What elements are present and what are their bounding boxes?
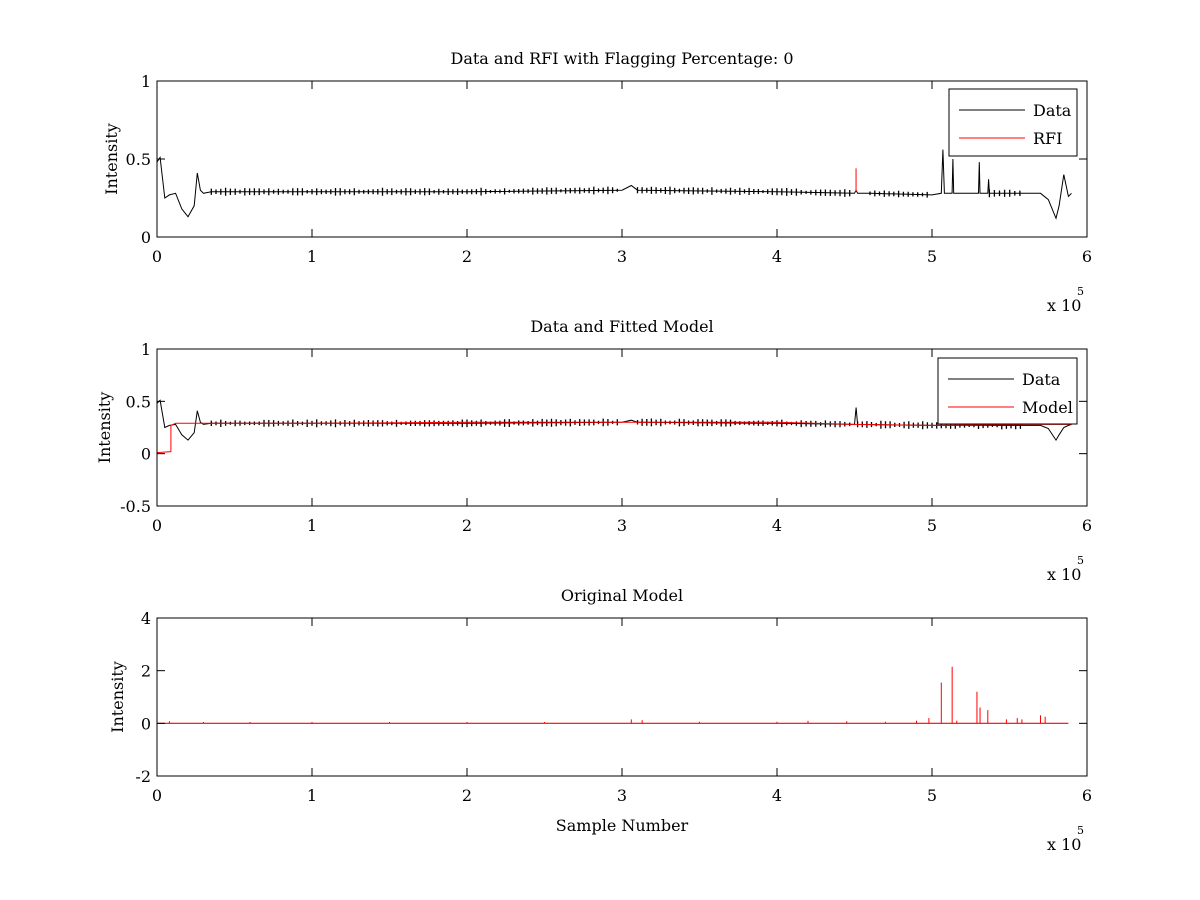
y-tick-label: 0.5 [126,150,151,169]
x-tick-label: 2 [462,247,472,266]
x-tick-label: 1 [307,247,317,266]
legend-label: Data [1033,101,1072,120]
series-model-line [157,421,1072,454]
x-tick-label: 0 [152,247,162,266]
legend-label: Model [1022,398,1073,417]
x-tick-label: 1 [307,516,317,535]
x-tick-label: 4 [772,516,782,535]
x-tick-label: 1 [307,786,317,805]
x-multiplier-exponent: 5 [1077,824,1084,837]
x-tick-label: 6 [1082,516,1092,535]
x-tick-label: 4 [772,786,782,805]
x-tick-label: 2 [462,516,472,535]
x-tick-label: 3 [617,247,627,266]
plot-area [157,399,1072,454]
y-axis-label: Intensity [102,123,121,195]
legend: Data Model [937,357,1078,425]
x-tick-label: 6 [1082,786,1092,805]
x-multiplier-exponent: 5 [1077,554,1084,567]
y-tick-label: 0 [141,445,151,464]
y-tick-label: 0.5 [126,392,151,411]
x-tick-label: 5 [927,247,937,266]
x-tick-label: 5 [927,786,937,805]
x-multiplier: x 10 [1047,296,1081,315]
x-tick-label: 5 [927,516,937,535]
legend: Data RFI [948,88,1078,157]
x-tick-label: 0 [152,786,162,805]
chart-title: Original Model [561,586,683,605]
x-tick-label: 0 [152,516,162,535]
x-axis-label: Sample Number [556,816,689,835]
y-tick-label: 1 [141,340,151,359]
x-tick-label: 2 [462,786,472,805]
chart-title: Data and RFI with Flagging Percentage: 0 [450,49,793,68]
chart-title: Data and Fitted Model [530,317,713,336]
y-tick-label: 0 [141,714,151,733]
legend-label: Data [1022,370,1061,389]
x-tick-label: 3 [617,516,627,535]
y-tick-label: -2 [135,767,151,786]
x-multiplier: x 10 [1047,835,1081,854]
y-tick-label: 2 [141,662,151,681]
y-tick-label: 1 [141,72,151,91]
legend-box [937,357,1078,425]
y-tick-label: 4 [141,609,151,628]
plot-area [157,149,1072,220]
x-multiplier-exponent: 5 [1077,285,1084,298]
series-data-texture [210,186,1021,198]
x-multiplier: x 10 [1047,565,1081,584]
plot-area [157,666,1069,724]
y-axis-label: Intensity [95,392,114,464]
y-tick-label: -0.5 [120,497,151,516]
legend-label: RFI [1033,129,1062,148]
y-axis-label: Intensity [108,661,127,733]
y-tick-label: 0 [141,228,151,247]
series-data-line [157,399,1072,442]
x-tick-label: 3 [617,786,627,805]
legend-box [948,88,1078,157]
x-tick-label: 4 [772,247,782,266]
subplot-rfi: Data and RFI with Flagging Percentage: 0… [102,49,1092,315]
x-tick-label: 6 [1082,247,1092,266]
